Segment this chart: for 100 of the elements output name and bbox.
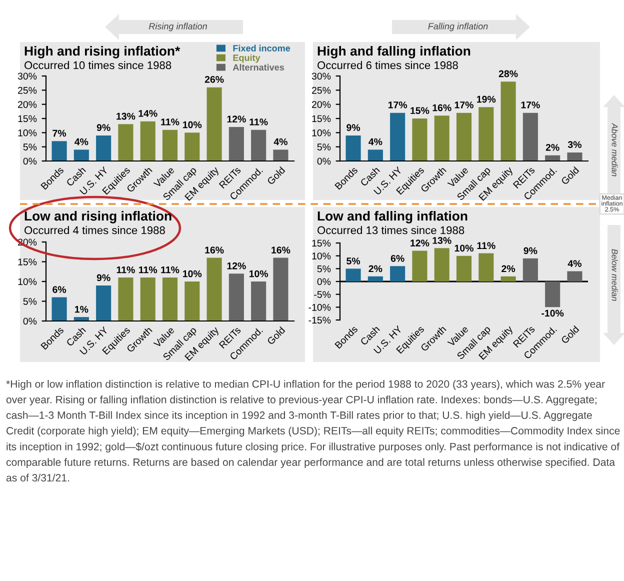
data-label: 9% (346, 124, 360, 132)
data-label: 28% (498, 70, 518, 78)
data-label: 11% (477, 242, 496, 250)
y-tick-label: 20% (312, 101, 331, 108)
bar (368, 150, 383, 161)
y-tick-label: 15% (18, 115, 37, 122)
data-label: 15% (410, 107, 430, 114)
bar (434, 116, 450, 161)
y-tick-label: 15% (312, 240, 331, 247)
bar (412, 118, 428, 161)
bar (206, 87, 222, 161)
bar (545, 282, 560, 308)
data-label: 9% (96, 274, 110, 282)
bar (478, 253, 494, 282)
bar (434, 248, 450, 282)
data-label: 12% (227, 116, 246, 123)
bar (456, 256, 472, 282)
data-label: -10% (542, 310, 564, 317)
data-label: 16% (205, 246, 224, 254)
text: Below median (612, 249, 618, 301)
y-tick-label: 25% (18, 86, 37, 94)
data-label: 6% (52, 286, 66, 294)
legend-label: Equity (233, 54, 260, 63)
data-label: 9% (96, 124, 110, 132)
data-label: 7% (52, 130, 66, 137)
data-label: 11% (250, 118, 268, 126)
bar (74, 150, 89, 161)
data-label: 10% (454, 244, 474, 252)
text: Falling inflation (428, 22, 488, 32)
data-label: 2% (502, 265, 516, 272)
data-label: 17% (521, 102, 540, 108)
y-tick-label: 0% (23, 318, 37, 325)
bar (522, 112, 538, 161)
data-label: 1% (75, 306, 88, 313)
y-tick-label: 0% (23, 158, 37, 165)
text: Above median (612, 122, 618, 176)
bar (228, 274, 244, 321)
chart-subtitle: Occurred 13 times since 1988 (318, 226, 464, 234)
y-tick-label: 0% (317, 158, 331, 165)
bar (184, 132, 200, 161)
data-label: 4% (368, 138, 382, 146)
data-label: 11% (161, 118, 180, 126)
bar (162, 130, 178, 161)
y-tick-label: 5% (23, 144, 37, 150)
data-label: 16% (432, 104, 452, 112)
data-label: 14% (138, 110, 158, 117)
bar (52, 297, 67, 321)
data-label: 4% (74, 138, 88, 146)
y-tick-label: -15% (308, 316, 331, 324)
data-label: 6% (390, 254, 404, 262)
y-tick-label: -5% (314, 291, 331, 298)
bar (412, 250, 428, 282)
y-tick-label: 20% (18, 101, 37, 108)
data-label: 10% (183, 270, 202, 278)
data-label: 3% (568, 141, 582, 148)
text: Rising inflation (148, 22, 207, 32)
y-tick-label: -10% (308, 304, 331, 311)
bar (346, 136, 361, 161)
data-label: 11% (161, 266, 180, 274)
bar (251, 130, 266, 161)
data-label: 4% (274, 138, 288, 146)
bar (273, 258, 288, 321)
bar (184, 282, 200, 321)
y-tick-label: 10% (18, 129, 37, 136)
text: *High or low inflation distinction is relative to median CPI-U inflation for the period 1988 to 2020 (33 years), which was 2.5% year over year. Rising or falling inflation distinction is relative to previous-year CPI-U inflation rate. Indexes: bonds—U.S. Aggregate; cash—1-3 Month T-Bill Index since its inception in 1992 and 3-month T-Bill rates prior to that; U.S. high yield—U.S. Aggregate Credit (corporate high yield); EM equity—Emerging Markets (USD); REITs—all equity REITs; commodities—Commodity Index since its inception in 1992; gold—$/ozt continuous future closing price. For illustrative purposes only. Past performance is not indicative of comparable future returns. Returns are based on calendar year performance and are total returns unless otherwise specified. Data as of 3/31/21. (6, 380, 620, 482)
bar (390, 266, 406, 282)
data-label: 12% (227, 262, 246, 270)
bar (96, 136, 112, 161)
chart-title: Low and falling inflation (318, 211, 468, 224)
y-tick-label: 30% (18, 72, 37, 80)
bar (140, 278, 156, 321)
data-label: 19% (477, 96, 496, 103)
data-label: 17% (388, 102, 408, 108)
data-label: 13% (116, 112, 136, 120)
bar (390, 112, 406, 161)
legend-label: Fixed income (233, 44, 290, 52)
bar (478, 107, 494, 161)
chart-subtitle: Occurred 4 times since 1988 (24, 226, 165, 234)
bar (346, 268, 361, 282)
bar (368, 276, 383, 282)
bar (140, 121, 156, 161)
chart-title: High and falling inflation (318, 46, 470, 58)
y-tick-label: 15% (312, 115, 331, 122)
bar (567, 271, 582, 282)
bar (522, 258, 538, 282)
bar (118, 124, 134, 161)
data-label: 11% (116, 266, 135, 274)
bar (228, 127, 244, 161)
chart-subtitle: Occurred 10 times since 1988 (24, 61, 172, 70)
y-tick-label: 10% (312, 129, 331, 136)
data-label: 5% (346, 258, 360, 264)
y-tick-label: 5% (23, 298, 37, 305)
bar (52, 141, 67, 161)
data-label: 10% (183, 121, 202, 128)
y-tick-label: 30% (312, 72, 331, 80)
bar (273, 150, 288, 161)
chart-title: Low and rising inflation (24, 211, 172, 224)
bar (206, 258, 222, 321)
legend-label: Alternatives (232, 64, 284, 71)
chart-subtitle: Occurred 6 times since 1988 (318, 61, 458, 70)
